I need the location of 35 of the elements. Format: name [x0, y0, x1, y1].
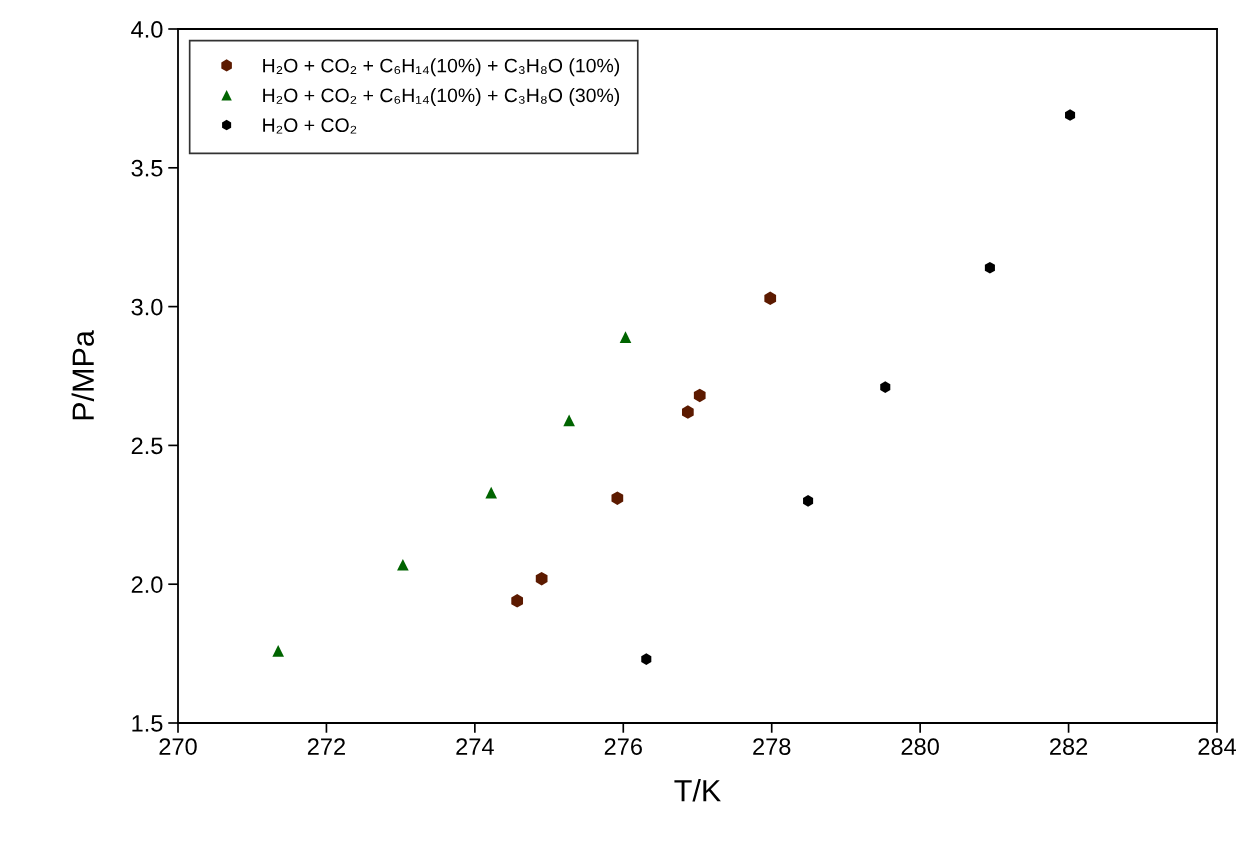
point: [984, 261, 995, 274]
point: [764, 291, 777, 306]
x-tick-label: 272: [307, 738, 345, 755]
point: [693, 388, 706, 403]
x-tick-label: 276: [604, 738, 642, 755]
x-tick-label: 278: [753, 738, 791, 755]
legend-label: H₂O + CO₂ + C₆H₁₄(10%) + C₃H₈O (10%): [263, 58, 620, 77]
point: [611, 491, 624, 505]
point: [880, 381, 891, 393]
y-tick-label: 2.0: [131, 576, 163, 593]
point: [641, 653, 652, 665]
y-axis-title: P/MPa: [71, 330, 94, 420]
y-tick-label: 4.0: [131, 21, 163, 38]
point: [803, 495, 814, 507]
y-tick-label: 2.5: [131, 437, 163, 455]
y-tick-label: 3.5: [131, 159, 163, 177]
point: [1065, 109, 1076, 121]
point: [272, 645, 284, 657]
y-tick-label: 3.0: [131, 298, 163, 316]
legend-label: H₂O + CO₂: [263, 118, 357, 134]
point: [563, 414, 575, 427]
point: [681, 405, 694, 419]
x-tick-label: 270: [159, 738, 197, 755]
x-tick-label: 280: [901, 738, 939, 755]
x-tick-label: 282: [1050, 738, 1088, 755]
x-tick-label: 274: [456, 738, 494, 755]
point: [485, 486, 497, 499]
x-tick-label: 284: [1198, 738, 1237, 755]
point: [511, 594, 524, 608]
legend-label: H₂O + CO₂ + C₆H₁₄(10%) + C₃H₈O (30%): [263, 87, 620, 107]
point: [535, 571, 548, 586]
y-tick-label: 1.5: [132, 715, 163, 732]
point: [397, 558, 409, 571]
point: [619, 331, 632, 343]
x-axis-title: T/K: [674, 779, 721, 802]
